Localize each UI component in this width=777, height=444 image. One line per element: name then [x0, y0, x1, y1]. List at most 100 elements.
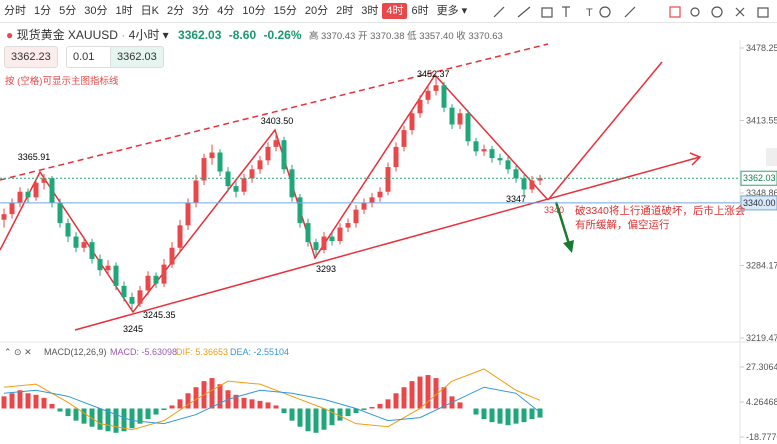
quote-bar: ● 现货黄金 XAUUSD · 4小时 ▾ 3362.03 -8.60 -0.2…: [6, 28, 503, 42]
candle-body: [49, 178, 55, 203]
macd-bar: [393, 393, 399, 409]
macd-bar: [377, 403, 383, 409]
candle-body: [249, 169, 255, 179]
macd-bar: [153, 408, 159, 415]
current-price-tag: [740, 170, 777, 186]
level-tag: [740, 195, 777, 211]
macd-bar: [337, 408, 343, 421]
candle-body: [529, 180, 535, 190]
period-button[interactable]: 1分: [34, 5, 52, 17]
candle-body: [41, 178, 47, 183]
candle-body: [17, 191, 23, 203]
tool-icons: T: [493, 6, 769, 19]
close-label: 收: [456, 31, 466, 42]
high: 3370.43: [321, 31, 356, 42]
open-label: 开: [357, 31, 368, 42]
period-button[interactable]: 5分: [59, 5, 77, 17]
macd-tick-label: -18.77708: [746, 432, 777, 442]
macd-bar: [169, 405, 175, 409]
period-button[interactable]: 10分: [242, 5, 266, 17]
candle-body: [481, 149, 487, 152]
candle-body: [33, 182, 39, 198]
period-button[interactable]: 15分: [273, 5, 297, 17]
sell-box[interactable]: 3362.23: [4, 46, 58, 68]
candle-body: [129, 297, 135, 304]
macd-bar: [177, 399, 183, 409]
macd-bar: [65, 408, 71, 417]
candle-body: [57, 202, 63, 224]
candle-body: [25, 191, 31, 198]
period-button[interactable]: 6时: [411, 5, 429, 17]
candle-body: [337, 227, 343, 242]
candle-body: [233, 186, 239, 192]
macd-bar: [409, 381, 415, 409]
period-button[interactable]: 日K: [140, 5, 159, 17]
lower-channel: [74, 156, 701, 331]
candle-body: [377, 191, 383, 198]
dif-line: [3, 368, 541, 431]
point-label: 3245: [123, 324, 143, 334]
period-button[interactable]: 分时: [4, 5, 26, 17]
projection-line: [547, 61, 663, 201]
macd-bar: [265, 402, 271, 409]
macd-bar: [217, 384, 223, 409]
period-button[interactable]: 2时: [336, 5, 354, 17]
macd-bar: [505, 408, 511, 426]
period-button[interactable]: 30分: [84, 5, 108, 17]
macd-bar: [345, 408, 351, 417]
collapse-button[interactable]: [766, 148, 777, 166]
macd-bar: [113, 408, 119, 433]
icons: T: [493, 6, 769, 19]
macd-bar: [57, 408, 63, 412]
macd-bar: [193, 387, 199, 409]
candle-body: [73, 236, 79, 248]
buy-box[interactable]: 3362.03: [110, 46, 164, 68]
high-label: 高: [308, 31, 319, 42]
period-button[interactable]: 4分: [217, 5, 235, 17]
price: 3362.03: [178, 28, 222, 42]
candle-body: [121, 285, 127, 298]
macd-bar: [441, 387, 447, 409]
macd-pane: 27.30645 4.26468 -18.77708: [1, 362, 777, 442]
period-button[interactable]: 2分: [166, 5, 185, 17]
period-button[interactable]: 1时: [115, 5, 133, 17]
candle-body: [345, 223, 351, 228]
period-select[interactable]: 4小时 ▾: [128, 28, 169, 42]
period-button[interactable]: 4时: [382, 3, 408, 19]
sell-price: 3362.23: [11, 51, 51, 63]
y-tick-label: 3413.55: [746, 116, 777, 126]
candle-body: [137, 290, 143, 304]
macd-bar: [129, 408, 135, 429]
macd-bar: [353, 408, 359, 414]
macd-bar: [49, 403, 55, 409]
macd-bar: [97, 408, 103, 430]
macd-bar: [121, 408, 127, 432]
y-tick-label: 3219.47: [746, 333, 777, 343]
current-price-label: 3362.03: [743, 173, 776, 183]
svg-text:T: T: [586, 7, 593, 19]
macd-bar: [425, 375, 431, 409]
candle-body: [361, 202, 367, 210]
macd-bar: [321, 408, 327, 430]
candle-body: [409, 113, 415, 131]
period-button[interactable]: 3分: [192, 5, 210, 17]
candle-body: [97, 258, 103, 271]
candle-body: [329, 236, 335, 242]
point-label: 3452.37: [417, 69, 450, 79]
candle-body: [201, 158, 207, 181]
macd-bar: [297, 408, 303, 427]
macd-bar: [105, 408, 111, 432]
more-button[interactable]: 更多 ▾: [436, 5, 468, 17]
low: 3357.40: [419, 31, 454, 42]
candle-body: [537, 178, 543, 181]
symbol-dot: ●: [6, 28, 14, 42]
macd-bar: [521, 408, 527, 423]
candle-body: [305, 223, 311, 243]
dea-line: [3, 386, 541, 425]
candle-body: [393, 146, 399, 168]
macd-bar: [457, 402, 463, 409]
point-label: 3245.35: [143, 310, 176, 320]
candle-body: [449, 107, 455, 125]
period-button[interactable]: 20分: [304, 5, 329, 17]
period-button[interactable]: 3时: [361, 5, 379, 17]
